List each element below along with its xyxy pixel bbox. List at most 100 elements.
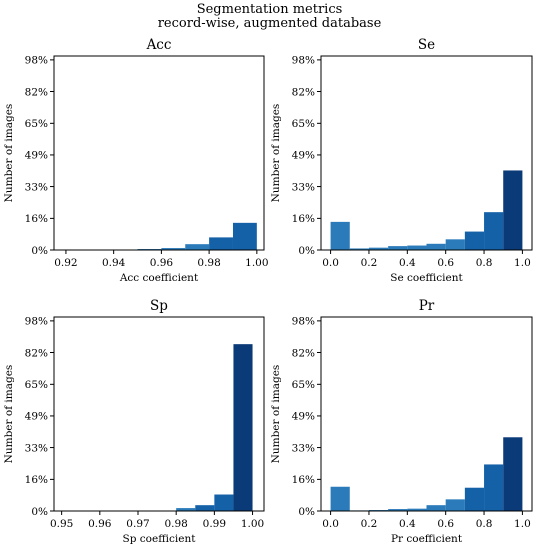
x-tick-label: 1.0 (514, 257, 531, 269)
histogram-bar (388, 509, 408, 511)
x-axis-label: Se coefficient (390, 272, 463, 284)
histogram-bar (209, 237, 233, 250)
x-tick-label: 0.6 (437, 518, 454, 530)
x-tick-label: 0.0 (322, 257, 339, 269)
histogram-bar (503, 437, 523, 511)
subplot-title: Acc (146, 37, 172, 53)
y-tick-label: 16% (292, 474, 315, 486)
y-axis-label: Number of images (270, 104, 282, 203)
x-tick-label: 0.92 (54, 257, 77, 269)
y-tick-label: 0% (298, 245, 315, 257)
histogram-bar (503, 170, 523, 250)
subplot-acc: 0.92 0.94 0.96 0.98 1.00 0% 16% 33% 49% 65% 82% 98%… (3, 37, 269, 284)
x-tick-label: 0.95 (50, 518, 73, 530)
histogram-bar (484, 464, 504, 511)
x-tick-label: 0.99 (203, 518, 226, 530)
histogram-bar (330, 221, 350, 250)
y-tick-label: 65% (292, 379, 315, 391)
histogram-bar (464, 487, 485, 511)
y-tick-label: 49% (292, 150, 315, 162)
x-tick-label: 0.8 (476, 518, 493, 530)
x-tick-label: 0.98 (197, 257, 220, 269)
y-tick-label: 49% (25, 150, 48, 162)
y-tick-label: 16% (25, 474, 48, 486)
y-tick-label: 0% (31, 245, 48, 257)
x-tick-label: 1.00 (241, 518, 264, 530)
x-tick-label: 0.2 (361, 518, 378, 530)
x-tick-label: 0.97 (126, 518, 149, 530)
histogram-bar (445, 499, 465, 511)
y-axis-label: Number of images (270, 365, 282, 464)
subplot-sp: 0.95 0.96 0.97 0.98 0.99 1.00 0% 16% 33% 49% 65% 82… (3, 298, 265, 545)
y-tick-label: 33% (25, 442, 48, 454)
plot-frame (320, 316, 533, 512)
histogram-bar (161, 248, 186, 250)
x-tick-label: 0.6 (437, 257, 454, 269)
subplot-title: Sp (150, 298, 168, 314)
x-axis-label: Sp coefficient (123, 533, 197, 545)
histogram-bar (368, 247, 389, 250)
histogram-bar (176, 508, 196, 511)
y-tick-label: 98% (292, 316, 315, 328)
y-axis-label: Number of images (3, 365, 15, 464)
subplot-grid: 0.92 0.94 0.96 0.98 1.00 0% 16% 33% 49% 65% 82% 98%… (3, 37, 533, 545)
y-tick-label: 65% (292, 118, 315, 130)
histogram-bar (445, 239, 465, 250)
y-tick-label: 49% (292, 411, 315, 423)
y-tick-label: 98% (25, 55, 48, 67)
histogram-bar (233, 344, 253, 511)
histogram-bar (464, 231, 485, 250)
histogram-bar (407, 245, 427, 250)
y-tick-label: 65% (25, 379, 48, 391)
x-axis-label: Pr coefficient (391, 533, 463, 545)
plot-frame (320, 55, 533, 251)
y-tick-label: 16% (292, 213, 315, 225)
y-tick-label: 98% (292, 55, 315, 67)
subplot-pr: 0.0 0.2 0.4 0.6 0.8 1.0 0% 16% 33% 49% 65% 82% 98% Pr… (270, 298, 533, 545)
y-tick-label: 82% (25, 86, 48, 98)
histogram-bar (185, 244, 210, 250)
x-tick-label: 0.8 (476, 257, 493, 269)
y-tick-label: 65% (25, 118, 48, 130)
x-tick-label: 0.2 (361, 257, 378, 269)
histogram-bar (195, 505, 215, 511)
histogram-bar (407, 508, 427, 511)
y-tick-label: 16% (25, 213, 48, 225)
histogram-bar (388, 246, 408, 250)
y-tick-label: 0% (298, 506, 315, 518)
figure-title-line2: record-wise, augmented database (158, 16, 382, 31)
x-tick-label: 0.96 (150, 257, 174, 269)
x-tick-label: 0.4 (399, 518, 416, 530)
x-tick-label: 0.4 (399, 257, 416, 269)
y-tick-label: 49% (25, 411, 48, 423)
subplot-title: Se (418, 37, 435, 53)
subplot-se: 0.0 0.2 0.4 0.6 0.8 1.0 0% 16% 33% 49% 65% 82% 98% Se… (270, 37, 533, 284)
y-axis-label: Number of images (3, 104, 15, 203)
x-tick-label: 0.98 (164, 518, 187, 530)
x-tick-label: 0.96 (88, 518, 112, 530)
y-tick-label: 33% (292, 442, 315, 454)
histogram-bar (426, 505, 446, 511)
plot-frame (53, 55, 265, 251)
y-tick-label: 82% (292, 86, 315, 98)
histogram-bar (426, 243, 446, 250)
y-tick-label: 82% (25, 347, 48, 359)
plot-frame (53, 316, 265, 512)
y-tick-label: 33% (25, 181, 48, 193)
y-tick-label: 82% (292, 347, 315, 359)
figure-title-line1: Segmentation metrics (197, 2, 343, 17)
histogram-bar (349, 248, 369, 250)
x-axis-label: Acc coefficient (119, 272, 199, 284)
histogram-bar (214, 494, 234, 511)
histogram-bar (484, 212, 504, 250)
y-tick-label: 33% (292, 181, 315, 193)
y-tick-label: 98% (25, 316, 48, 328)
x-tick-label: 1.0 (514, 518, 531, 530)
subplot-title: Pr (419, 298, 435, 314)
x-tick-label: 0.0 (322, 518, 339, 530)
y-tick-label: 0% (31, 506, 48, 518)
histogram-bar (232, 222, 257, 250)
x-tick-label: 1.00 (245, 257, 268, 269)
x-tick-label: 0.94 (102, 257, 126, 269)
